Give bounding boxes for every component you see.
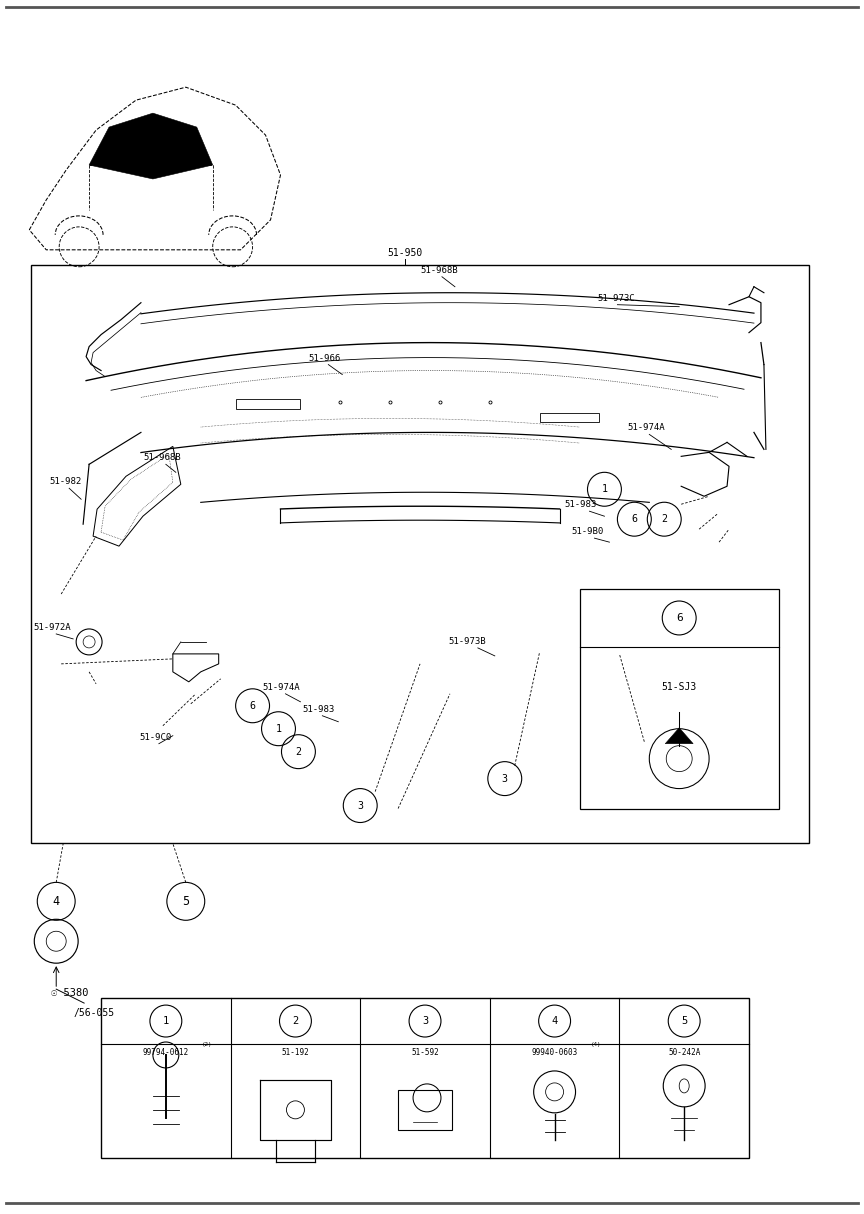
Text: 2: 2 bbox=[661, 515, 667, 524]
Text: 5: 5 bbox=[182, 895, 189, 908]
Text: 51-592: 51-592 bbox=[411, 1048, 439, 1057]
Text: 51-974A: 51-974A bbox=[627, 424, 665, 432]
Text: 51-974A: 51-974A bbox=[263, 682, 300, 692]
Text: 3: 3 bbox=[502, 773, 508, 783]
Text: (2): (2) bbox=[202, 1042, 213, 1046]
Polygon shape bbox=[665, 727, 693, 744]
Polygon shape bbox=[89, 113, 213, 178]
Text: 51-966: 51-966 bbox=[308, 353, 340, 363]
Text: 99794-0612: 99794-0612 bbox=[143, 1048, 189, 1057]
Text: 51-968B: 51-968B bbox=[143, 453, 181, 463]
Text: 6: 6 bbox=[632, 515, 638, 524]
Text: 51-982: 51-982 bbox=[49, 477, 81, 487]
Bar bbox=[31, 265, 809, 844]
Text: 4: 4 bbox=[53, 895, 60, 908]
Bar bbox=[101, 998, 749, 1158]
Text: 51-9C0: 51-9C0 bbox=[139, 733, 171, 742]
Text: 51-973B: 51-973B bbox=[448, 637, 486, 646]
Bar bbox=[580, 589, 778, 809]
Text: 50-242A: 50-242A bbox=[668, 1048, 701, 1057]
Text: 1: 1 bbox=[162, 1016, 169, 1026]
Text: 2: 2 bbox=[292, 1016, 299, 1026]
Text: 2: 2 bbox=[295, 747, 302, 756]
Text: 51-972A: 51-972A bbox=[34, 623, 71, 632]
Text: /56-055: /56-055 bbox=[73, 1008, 114, 1019]
Text: 3: 3 bbox=[422, 1016, 429, 1026]
Text: 51-968B: 51-968B bbox=[420, 266, 458, 274]
Text: 51-SJ3: 51-SJ3 bbox=[662, 682, 697, 692]
Text: 6: 6 bbox=[250, 700, 256, 710]
Text: 1: 1 bbox=[276, 724, 282, 733]
Text: 51-950: 51-950 bbox=[387, 248, 422, 257]
Text: 99940-0603: 99940-0603 bbox=[531, 1048, 578, 1057]
Text: 51-9B0: 51-9B0 bbox=[572, 527, 604, 537]
Text: 51-192: 51-192 bbox=[282, 1048, 309, 1057]
Text: 51-983: 51-983 bbox=[564, 500, 597, 509]
Text: 4: 4 bbox=[551, 1016, 558, 1026]
Text: ☉ 5380: ☉ 5380 bbox=[51, 988, 89, 998]
Text: (4): (4) bbox=[591, 1042, 601, 1046]
Text: 1: 1 bbox=[601, 484, 607, 494]
Text: 5: 5 bbox=[681, 1016, 687, 1026]
Text: 6: 6 bbox=[676, 613, 683, 623]
Bar bbox=[398, 1090, 452, 1130]
Text: 51-973C: 51-973C bbox=[598, 294, 635, 302]
Text: 3: 3 bbox=[357, 800, 363, 811]
Text: 51-983: 51-983 bbox=[302, 705, 334, 714]
